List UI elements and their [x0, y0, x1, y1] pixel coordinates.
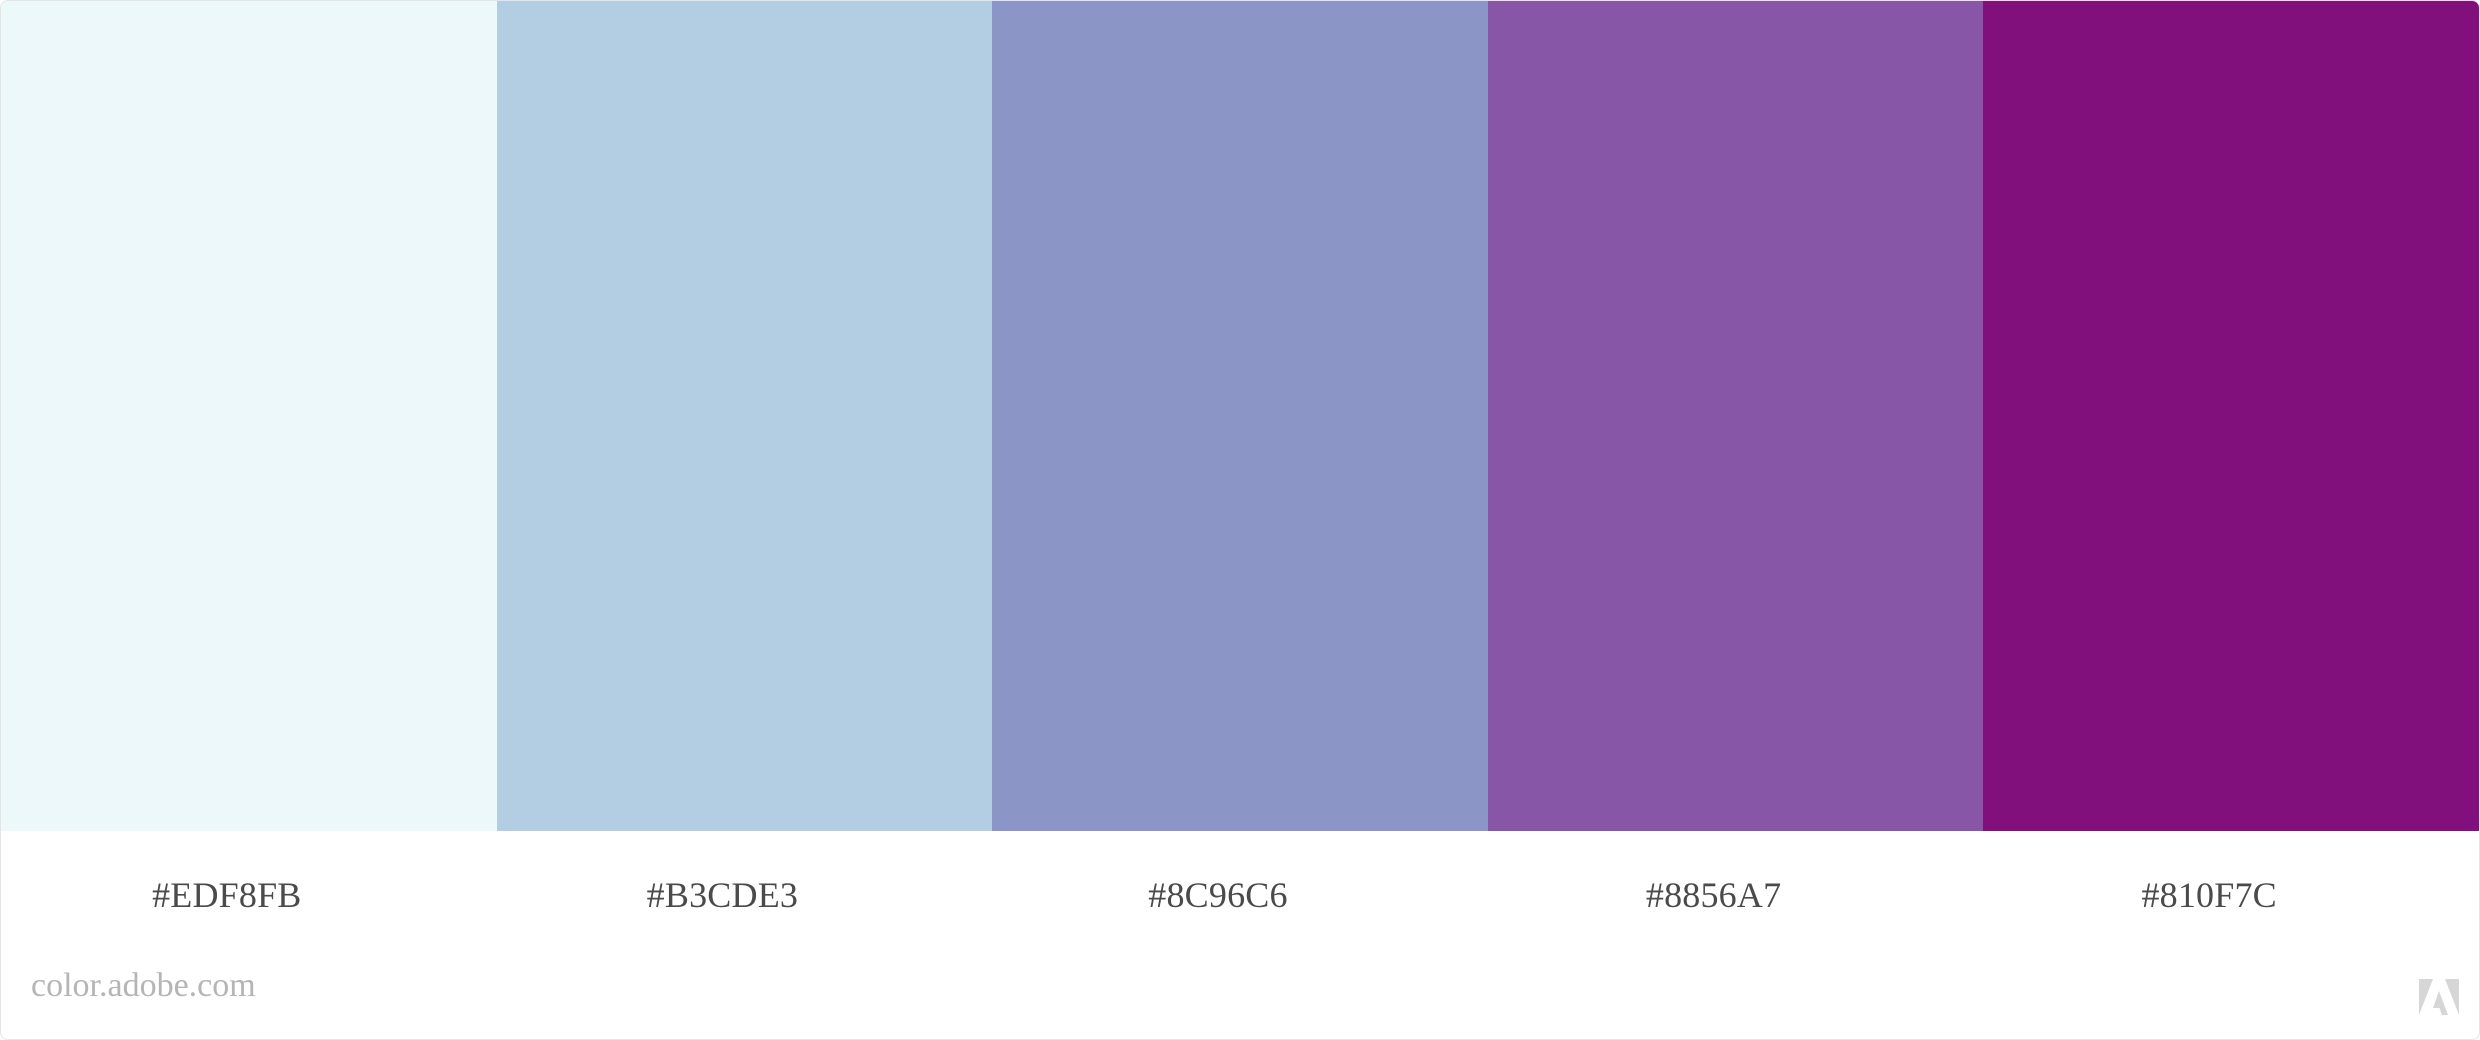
- hex-code-label: #EDF8FB: [152, 875, 302, 915]
- hex-cell-1: #EDF8FB: [1, 831, 497, 959]
- hex-code-label: #8856A7: [1645, 875, 1782, 915]
- hex-code-label: #B3CDE3: [646, 875, 799, 915]
- color-swatch-3[interactable]: [992, 1, 1488, 831]
- hex-code-label: #8C96C6: [1148, 875, 1288, 915]
- hex-label-row: #EDF8FB #B3CDE3 #8C96C6 #8856A7 #810F7C: [1, 831, 2479, 959]
- hex-code-label: #810F7C: [2141, 875, 2277, 915]
- hex-cell-2: #B3CDE3: [497, 831, 993, 959]
- hex-cell-4: #8856A7: [1488, 831, 1984, 959]
- hex-cell-3: #8C96C6: [992, 831, 1488, 959]
- footer-brand-text[interactable]: color.adobe.com: [31, 967, 256, 1004]
- color-swatch-4[interactable]: [1487, 1, 1984, 831]
- color-swatch-2[interactable]: [496, 1, 993, 831]
- color-swatch-5[interactable]: [1983, 1, 2479, 831]
- hex-cell-5: #810F7C: [1983, 831, 2479, 959]
- adobe-logo-icon: [2419, 979, 2459, 1015]
- swatch-row: [1, 1, 2479, 831]
- color-swatch-1[interactable]: [1, 1, 497, 831]
